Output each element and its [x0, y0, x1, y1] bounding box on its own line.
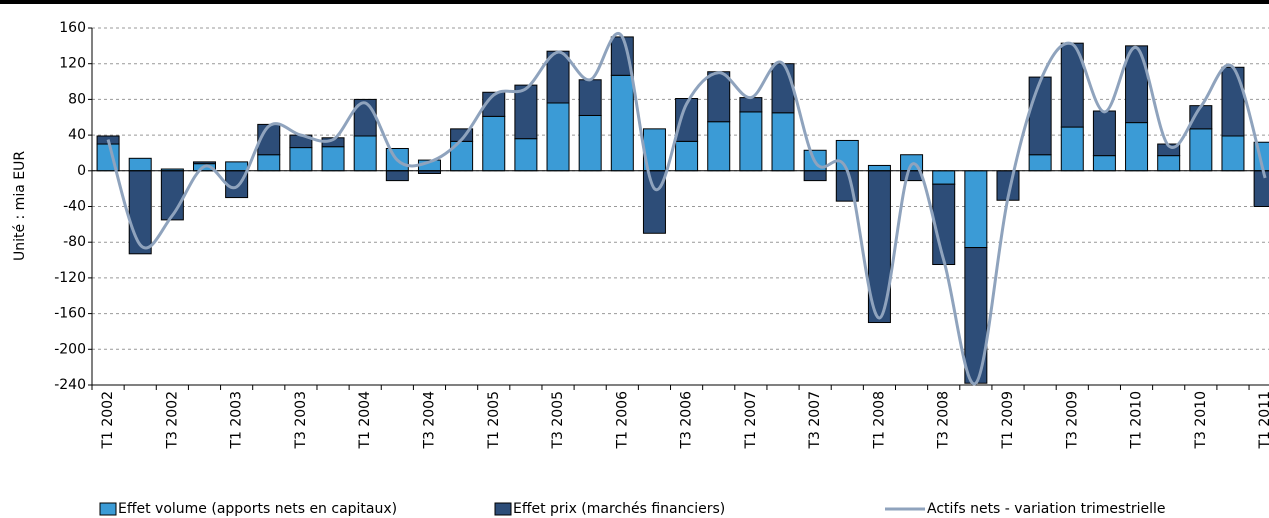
bar: [675, 98, 699, 142]
bar: [610, 74, 634, 172]
bar: [1253, 170, 1269, 208]
bar: [321, 146, 345, 172]
bar: [128, 157, 152, 172]
bar: [546, 102, 570, 172]
y-tick-label: -200: [54, 341, 86, 357]
y-tick-label: 80: [68, 91, 86, 107]
legend-swatch: [99, 502, 117, 516]
bar: [707, 121, 731, 172]
x-tick-label: T3 2009: [1064, 391, 1080, 450]
bar: [514, 138, 538, 172]
x-tick-label: T3 2008: [936, 391, 952, 450]
x-tick-label: T3 2004: [421, 391, 437, 450]
bar: [739, 97, 763, 113]
bar: [867, 164, 891, 172]
bar: [289, 147, 313, 172]
top-rule: [0, 0, 1269, 4]
bar: [1028, 76, 1052, 156]
x-tick-label: T1 2010: [1129, 391, 1145, 450]
bar: [1028, 154, 1052, 172]
bar: [514, 84, 538, 140]
bar: [1125, 122, 1149, 172]
x-tick-label: T1 2004: [357, 391, 373, 450]
x-tick-label: T1 2006: [614, 391, 630, 450]
x-tick-label: T1 2002: [100, 391, 116, 450]
x-tick-label: T1 2007: [743, 391, 759, 450]
bar: [932, 170, 956, 185]
bar: [1092, 110, 1116, 157]
bar: [482, 115, 506, 172]
bar: [1221, 66, 1245, 137]
y-tick-label: -80: [63, 234, 86, 250]
bar: [225, 161, 249, 172]
bar: [1189, 128, 1213, 172]
x-tick-label: T1 2011: [1257, 391, 1269, 450]
bar: [771, 63, 795, 114]
x-tick-label: T3 2003: [293, 391, 309, 450]
bar: [803, 170, 827, 182]
bar: [1125, 45, 1149, 124]
y-tick-label: -40: [63, 199, 86, 215]
y-tick-label: 40: [68, 127, 86, 143]
x-tick-label: T1 2003: [229, 391, 245, 450]
y-tick-label: -120: [54, 270, 86, 286]
x-tick-label: T3 2006: [679, 391, 695, 450]
bar: [385, 170, 409, 182]
bar: [257, 154, 281, 172]
bar: [160, 170, 184, 221]
bar: [578, 79, 602, 116]
bar: [675, 140, 699, 172]
y-tick-label: -240: [54, 377, 86, 393]
x-tick-label: T1 2009: [1000, 391, 1016, 450]
bar: [578, 114, 602, 172]
line: [106, 32, 1267, 386]
legend-swatch: [494, 502, 512, 516]
x-tick-label: T3 2005: [550, 391, 566, 450]
bar: [128, 170, 152, 255]
x-tick-label: T1 2008: [871, 391, 887, 450]
y-tick-label: -160: [54, 306, 86, 322]
bar: [192, 161, 216, 165]
x-tick-label: T1 2005: [486, 391, 502, 450]
bar: [835, 139, 859, 172]
bar: [1221, 135, 1245, 172]
bar: [739, 111, 763, 172]
bar: [353, 135, 377, 172]
y-tick-label: 160: [59, 20, 86, 36]
bar: [482, 91, 506, 117]
bar: [964, 170, 988, 249]
x-tick-label: T3 2002: [164, 391, 180, 450]
bar: [1060, 126, 1084, 172]
x-tick-label: T3 2007: [807, 391, 823, 450]
y-tick-label: 120: [59, 56, 86, 72]
bar: [707, 71, 731, 123]
y-axis-label: Unité : mia EUR: [12, 151, 28, 261]
legend-label: Effet prix (marchés financiers): [513, 501, 725, 517]
y-tick-label: 0: [77, 163, 86, 179]
legend-label: Effet volume (apports nets en capitaux): [118, 501, 397, 517]
bar: [1092, 155, 1116, 172]
bar: [1157, 155, 1181, 172]
legend-label: Actifs nets - variation trimestrielle: [927, 501, 1165, 517]
x-tick-label: T3 2010: [1193, 391, 1209, 450]
bar: [771, 112, 795, 172]
